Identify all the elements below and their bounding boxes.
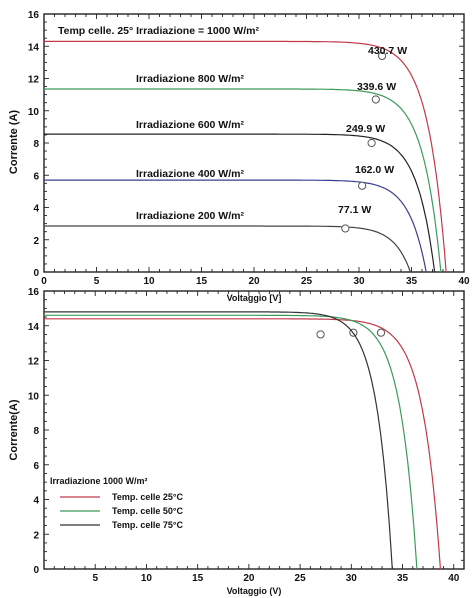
y-tick-label: 6 — [33, 461, 39, 472]
y-tick-label: 8 — [33, 139, 39, 150]
y-tick-label: 8 — [33, 426, 39, 437]
x-axis-ticks: 5 10 15 20 25 30 35 40 — [43, 291, 465, 584]
series-label-600: Irradiazione 600 W/m² — [136, 119, 244, 131]
y-tick-label: 10 — [28, 391, 40, 402]
iv-curve-0 — [44, 318, 441, 570]
mpp-marker-3 — [358, 181, 367, 190]
x-tick-label: 30 — [346, 573, 358, 584]
x-tick-label: 40 — [458, 276, 470, 287]
curves-group — [43, 311, 441, 570]
mpp-marker-4 — [341, 224, 350, 233]
iv-curve-2 — [43, 311, 393, 570]
x-tick-label: 5 — [94, 276, 100, 287]
curves-group — [44, 40, 447, 273]
x-axis-ticks: 0 5 10 15 20 25 30 35 40 — [41, 14, 470, 287]
legend-label-50: Temp. celle 50°C — [112, 506, 183, 516]
legend-title: Irradiazione 1000 W/m² — [50, 476, 148, 486]
legend: Irradiazione 1000 W/m² Temp. celle 25°C … — [50, 476, 183, 530]
chart-temperature: 5 10 15 20 25 30 35 40 0 2 4 6 8 10 12 14 16 Voltaggio … — [8, 287, 465, 596]
mpp-marker-0 — [378, 51, 387, 61]
x-tick-label: 30 — [353, 276, 365, 287]
series-label-200: Irradiazione 200 W/m² — [136, 210, 244, 222]
power-label-200: 77.1 W — [338, 204, 371, 216]
mpp-marker-2 — [367, 138, 376, 148]
y-axis-ticks: 0 2 4 6 8 10 12 14 16 — [28, 287, 464, 576]
legend-label-75: Temp. celle 75°C — [112, 520, 183, 530]
y-tick-label: 10 — [28, 107, 40, 118]
power-label-800: 339.6 W — [357, 81, 396, 93]
mpp-marker-1 — [371, 95, 380, 104]
y-tick-label: 16 — [28, 287, 40, 298]
y-tick-label: 0 — [33, 565, 39, 576]
x-tick-label: 15 — [192, 573, 204, 584]
x-tick-label: 25 — [295, 573, 307, 584]
plot-frame — [43, 290, 465, 570]
x-tick-label: 10 — [143, 276, 155, 287]
chart-title: Temp celle. 25° Irradiazione = 1000 W/m² — [58, 25, 259, 37]
power-label-1000: 430.7 W — [368, 45, 407, 57]
y-tick-label: 14 — [28, 42, 40, 53]
iv-curve-4 — [44, 225, 411, 273]
y-tick-label: 4 — [33, 204, 39, 215]
y-tick-label: 14 — [28, 322, 40, 333]
x-tick-label: 0 — [41, 276, 47, 287]
mpp-marker-0 — [376, 328, 386, 337]
y-tick-label: 2 — [33, 530, 39, 541]
chart-irradiance: 0 5 10 15 20 25 30 35 40 0 2 4 6 8 10 12 14 16 Temp cell… — [8, 10, 470, 303]
x-axis-label: Voltaggio (V) — [227, 586, 282, 596]
x-axis-label: Voltaggio [V] — [227, 293, 282, 303]
y-tick-label: 16 — [28, 10, 40, 21]
x-tick-label: 20 — [248, 276, 260, 287]
power-label-600: 249.9 W — [346, 123, 385, 135]
mpp-marker-2 — [316, 330, 325, 339]
x-tick-label: 40 — [448, 573, 460, 584]
x-tick-label: 20 — [243, 573, 255, 584]
series-label-400: Irradiazione 400 W/m² — [136, 168, 244, 180]
y-tick-label: 6 — [33, 171, 39, 182]
x-tick-label: 25 — [301, 276, 313, 287]
legend-label-25: Temp. celle 25°C — [112, 492, 183, 502]
x-tick-label: 5 — [92, 573, 98, 584]
y-tick-label: 12 — [28, 357, 40, 368]
y-axis-label: Corrente(A) — [8, 399, 20, 460]
series-label-800: Irradiazione 800 W/m² — [136, 73, 244, 85]
iv-curve-2 — [44, 133, 436, 273]
iv-curve-0 — [44, 40, 447, 273]
y-tick-label: 12 — [28, 75, 40, 86]
power-label-400: 162.0 W — [355, 164, 394, 176]
iv-curve-1 — [44, 88, 442, 273]
y-tick-label: 2 — [33, 236, 39, 247]
x-tick-label: 10 — [141, 573, 153, 584]
y-axis-ticks: 0 2 4 6 8 10 12 14 16 — [28, 10, 464, 279]
x-tick-label: 35 — [397, 573, 409, 584]
y-tick-label: 0 — [33, 268, 39, 279]
x-tick-label: 15 — [196, 276, 208, 287]
y-axis-label: Corrente (A) — [8, 110, 20, 175]
iv-curve-1 — [44, 314, 418, 570]
y-tick-label: 4 — [33, 496, 39, 507]
x-tick-label: 35 — [406, 276, 418, 287]
